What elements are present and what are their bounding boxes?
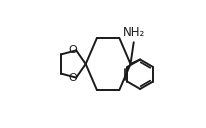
Text: O: O: [69, 73, 77, 83]
Text: NH₂: NH₂: [123, 26, 145, 39]
Text: O: O: [69, 45, 77, 55]
